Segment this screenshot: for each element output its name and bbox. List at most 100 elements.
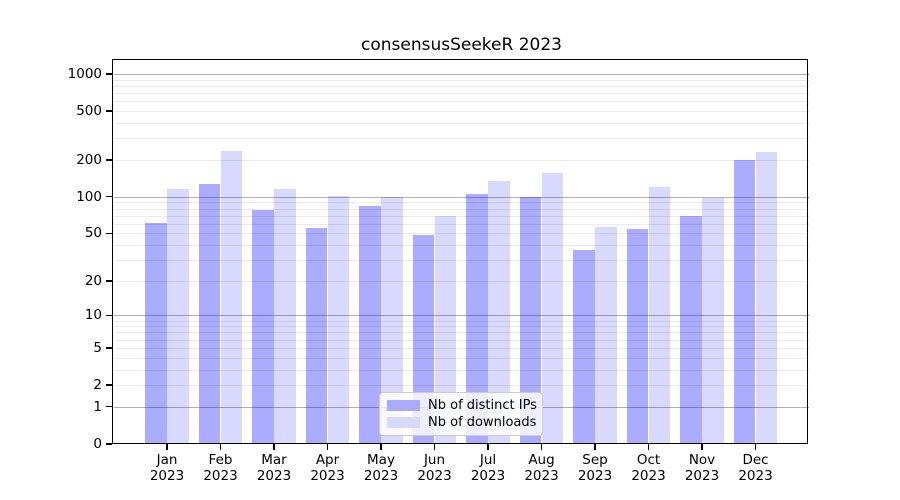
x-tick-mark	[594, 444, 596, 450]
x-tick-mark	[166, 444, 168, 450]
bar-distinct-ips	[680, 215, 702, 444]
gridline-minor	[114, 92, 809, 94]
y-tick-label: 20	[84, 272, 102, 289]
y-tick-label: 200	[76, 151, 102, 168]
y-tick-label: 100	[76, 188, 102, 205]
x-tick-mark	[540, 444, 543, 450]
gridline-minor	[114, 79, 809, 81]
x-tick-mark	[433, 444, 436, 450]
bar-downloads	[167, 188, 189, 444]
bar-downloads	[541, 173, 564, 444]
gridline-major	[114, 196, 809, 198]
gridline-minor	[114, 223, 809, 225]
x-tick-mark	[487, 444, 489, 450]
x-tick-label: Feb 2023	[203, 452, 238, 484]
x-tick-mark	[647, 444, 650, 450]
legend-label-downloads: Nb of downloads	[428, 415, 537, 431]
gridline-minor	[114, 369, 809, 371]
bar-downloads	[220, 151, 243, 444]
y-tick-mark	[106, 314, 112, 317]
y-tick-mark	[106, 110, 112, 112]
gridline-minor	[114, 244, 809, 246]
gridline-minor	[114, 202, 809, 204]
y-tick-label: 50	[84, 225, 102, 242]
y-tick-mark	[106, 384, 112, 386]
x-tick-label: Jan 2023	[149, 452, 185, 484]
bar-distinct-ips	[412, 235, 435, 444]
bar-downloads	[274, 189, 296, 444]
gridline-minor	[114, 215, 809, 217]
x-tick-mark	[326, 444, 329, 450]
bar-downloads	[755, 152, 778, 444]
y-tick-label: 1000	[67, 65, 102, 82]
y-tick-mark	[106, 232, 112, 234]
x-tick-label: Nov 2023	[684, 452, 720, 484]
bar-distinct-ips	[252, 209, 274, 444]
gridline-minor	[114, 110, 809, 112]
gridline-minor	[114, 208, 809, 210]
bar-downloads	[595, 227, 617, 444]
gridline-minor	[114, 339, 809, 341]
x-tick-mark	[273, 444, 275, 450]
gridline-minor	[114, 85, 809, 87]
x-tick-mark	[219, 444, 222, 450]
gridline-minor	[114, 101, 809, 103]
y-tick-label: 1	[93, 398, 102, 415]
y-tick-mark	[106, 443, 112, 445]
gridline-minor	[114, 233, 809, 235]
gridline-minor	[114, 259, 809, 261]
bar-downloads	[488, 181, 510, 444]
bar-downloads	[327, 196, 350, 444]
legend-item-distinct-ips: Nb of distinct IPs	[387, 397, 537, 413]
x-tick-label: Mar 2023	[256, 452, 292, 484]
y-tick-label: 5	[93, 339, 102, 356]
bar-distinct-ips	[359, 205, 381, 444]
bar-distinct-ips	[198, 184, 221, 444]
gridline-minor	[114, 138, 809, 140]
y-tick-label: 10	[84, 307, 102, 324]
gridline-minor	[114, 357, 809, 359]
y-tick-label: 0	[93, 435, 102, 452]
legend-swatch-downloads	[387, 417, 420, 429]
y-tick-mark	[106, 405, 112, 408]
bar-distinct-ips	[626, 229, 649, 444]
legend-item-downloads: Nb of downloads	[387, 415, 537, 431]
x-tick-label: Jul 2023	[470, 452, 506, 484]
bar-downloads	[381, 196, 403, 444]
x-tick-mark	[380, 444, 382, 450]
bar-distinct-ips	[573, 250, 595, 444]
gridline-minor	[114, 280, 809, 282]
legend-label-distinct-ips: Nb of distinct IPs	[428, 397, 537, 413]
y-tick-mark	[106, 347, 112, 349]
bar-downloads	[702, 198, 724, 444]
y-tick-mark	[106, 195, 112, 198]
gridline-major	[114, 315, 809, 317]
y-tick-mark	[106, 159, 112, 161]
gridline-minor	[114, 122, 809, 124]
legend: Nb of distinct IPs Nb of downloads	[379, 392, 543, 436]
y-tick-label: 2	[93, 377, 102, 393]
bar-downloads	[648, 187, 671, 444]
x-tick-label: Aug 2023	[524, 452, 559, 484]
x-tick-mark	[754, 444, 757, 450]
y-tick-mark	[106, 73, 112, 75]
y-tick-label: 500	[76, 102, 102, 119]
gridline-minor	[114, 347, 809, 349]
x-tick-label: May 2023	[363, 452, 399, 484]
legend-swatch-distinct-ips	[387, 399, 420, 411]
y-tick-mark	[106, 280, 112, 282]
gridline-minor	[114, 326, 809, 328]
bar-distinct-ips	[145, 222, 167, 444]
gridline-minor	[114, 320, 809, 322]
gridline-major	[114, 73, 809, 75]
x-tick-label: Apr 2023	[310, 452, 345, 484]
x-tick-label: Jun 2023	[417, 452, 452, 484]
x-tick-label: Sep 2023	[577, 452, 613, 484]
gridline-minor	[114, 159, 809, 161]
bar-distinct-ips	[733, 160, 756, 444]
bar-distinct-ips	[305, 228, 328, 444]
bar-distinct-ips	[466, 194, 488, 444]
bar-distinct-ips	[519, 196, 542, 444]
gridline-minor	[114, 332, 809, 334]
chart-title: consensusSeekeR 2023	[361, 35, 562, 55]
